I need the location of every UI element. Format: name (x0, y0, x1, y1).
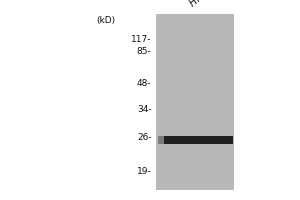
Bar (158, 136, 164, 144)
Text: 19-: 19- (137, 166, 152, 176)
Text: 26-: 26- (137, 132, 152, 142)
Text: HT-29: HT-29 (188, 0, 215, 9)
Text: 85-: 85- (137, 47, 152, 56)
Text: 117-: 117- (131, 34, 152, 44)
Text: 48-: 48- (137, 78, 152, 88)
Text: 34-: 34- (137, 104, 152, 114)
Bar (158, 136, 232, 144)
Bar (156, 14, 234, 190)
Text: (kD): (kD) (96, 17, 116, 25)
